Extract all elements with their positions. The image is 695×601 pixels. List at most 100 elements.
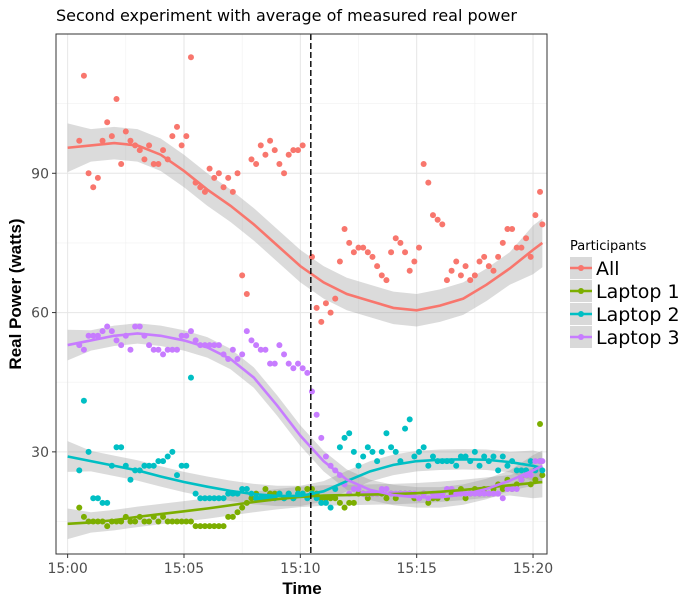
data-point [462,453,469,460]
data-point [113,96,120,102]
data-point [104,523,111,530]
data-point [490,267,497,274]
data-point [295,147,302,154]
data-point [481,253,488,260]
data-point [518,244,525,251]
data-point [504,462,511,469]
legend-label: Laptop 3 [596,327,680,349]
fit-line-laptop-1 [67,480,543,526]
data-point [420,161,427,167]
data-point [388,249,395,256]
data-point [527,253,534,260]
data-point [299,365,306,372]
data-point [299,142,306,149]
data-point [397,239,404,246]
data-point [281,351,288,358]
data-point [257,346,264,353]
data-point [308,388,315,395]
legend-title: Participants [570,239,647,254]
data-point [215,523,222,530]
data-point [127,518,134,525]
data-point [416,448,423,455]
data-point [146,462,153,469]
data-point [290,365,297,372]
data-point [350,486,357,492]
data-point [322,453,329,460]
data-point [94,332,101,339]
data-point [183,462,190,469]
legend-key-point [578,334,584,340]
data-point [174,472,181,479]
data-point [513,244,520,251]
data-point [332,295,339,302]
data-point [453,258,460,265]
data-point [308,253,315,260]
data-point [90,495,97,502]
data-point [178,332,185,339]
data-point [220,523,227,530]
data-point [527,458,534,465]
data-point [136,147,143,154]
data-point [499,495,506,502]
data-point [197,495,204,502]
data-point [532,212,539,219]
data-point [392,235,399,242]
data-point [108,328,115,335]
data-point [350,499,357,506]
data-point [122,128,129,135]
data-point [392,495,399,502]
data-point [509,226,516,232]
data-point [164,346,171,353]
data-point [262,151,269,158]
data-point [322,495,329,502]
data-point [457,453,464,460]
data-point [499,453,506,460]
fit-line-all [67,141,544,312]
data-point [160,513,167,520]
x-axis-title: Time [282,579,321,598]
data-point [443,277,450,284]
data-point [262,486,269,492]
data-point [248,156,255,163]
data-point [388,444,395,451]
data-point [318,499,325,506]
data-point [360,453,367,460]
data-point [425,462,432,469]
data-point [220,184,227,191]
data-point [495,253,502,260]
data-point [471,272,478,279]
data-point [155,458,162,465]
data-point [341,434,348,441]
data-point [141,518,148,525]
data-point [327,504,334,511]
data-point [518,476,525,483]
data-point [248,495,255,502]
data-point [211,523,218,530]
data-point [164,518,171,525]
data-point [243,328,250,335]
data-point [164,453,171,460]
data-point [383,430,390,437]
data-point [178,518,185,525]
data-point [187,518,194,525]
data-point [355,486,362,492]
data-point [495,467,502,474]
data-point [378,272,385,279]
data-point [169,448,176,455]
data-point [141,156,148,163]
data-point [429,453,436,460]
data-point [327,495,334,502]
y-tick-label: 60 [31,306,49,322]
data-point [383,277,390,284]
data-point [239,486,246,492]
data-point [369,253,376,260]
data-point [322,300,329,307]
data-point [402,249,409,256]
x-tick-label: 15:20 [513,561,553,577]
data-point [99,328,106,335]
data-point [146,518,153,525]
data-point [243,486,250,492]
data-point [225,490,232,497]
x-axis: 15:00 15:05 15:10 15:15 15:20 [47,554,553,577]
fit-line-laptop-3 [67,332,543,499]
